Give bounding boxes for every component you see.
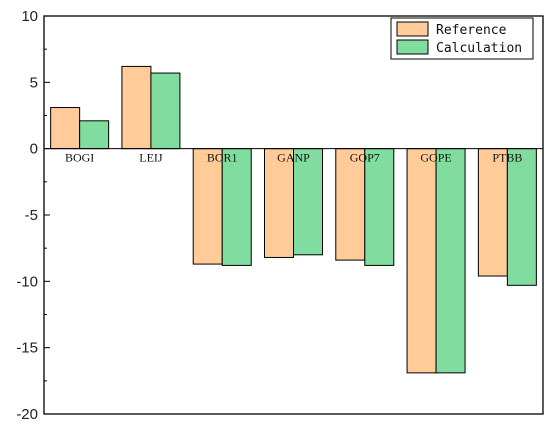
bar-calculation-bor1 — [221, 148, 252, 266]
bar-calculation-gope — [435, 148, 466, 374]
legend-label-reference: Reference — [436, 23, 507, 38]
category-label: BOR1 — [207, 151, 238, 165]
bar-reference-gope — [406, 148, 437, 374]
y-tick-label: -15 — [16, 340, 38, 357]
legend: Reference Calculation — [390, 17, 534, 60]
bar-calculation-leij — [150, 72, 181, 150]
category-label: GOPE — [420, 151, 451, 165]
category-label: GOP7 — [350, 151, 380, 165]
legend-label-calculation: Calculation — [436, 41, 522, 56]
bar-reference-gop7 — [335, 148, 366, 261]
legend-swatch-reference — [396, 21, 429, 37]
bar-reference-bogi — [50, 107, 81, 150]
bars-group — [50, 65, 537, 374]
y-tick-label: -20 — [16, 406, 38, 423]
category-labels: BOGI LEIJ BOR1 GANP GOP7 GOPE PTBB — [65, 151, 522, 165]
y-tick-label: -10 — [16, 273, 38, 290]
category-label: BOGI — [65, 151, 94, 165]
category-label: GANP — [277, 151, 310, 165]
bar-reference-ptbb — [477, 148, 508, 277]
bar-calculation-gop7 — [364, 148, 395, 266]
category-label: LEIJ — [139, 151, 163, 165]
bar-reference-leij — [121, 65, 152, 150]
bar-reference-bor1 — [192, 148, 223, 265]
y-tick-label: -5 — [25, 207, 38, 224]
bar-calculation-bogi — [79, 120, 110, 150]
bar-reference-ganp — [264, 148, 294, 258]
y-tick-label: 0 — [30, 141, 38, 158]
y-tick-label: 5 — [30, 74, 38, 91]
axis-group: -20 -15 -10 -5 0 5 10 — [16, 8, 544, 423]
bar-calculation-ptbb — [506, 148, 537, 286]
bar-calculation-ganp — [293, 148, 323, 256]
legend-swatch-calculation — [396, 39, 429, 55]
category-label: PTBB — [492, 151, 522, 165]
y-tick-label: 10 — [21, 8, 38, 25]
